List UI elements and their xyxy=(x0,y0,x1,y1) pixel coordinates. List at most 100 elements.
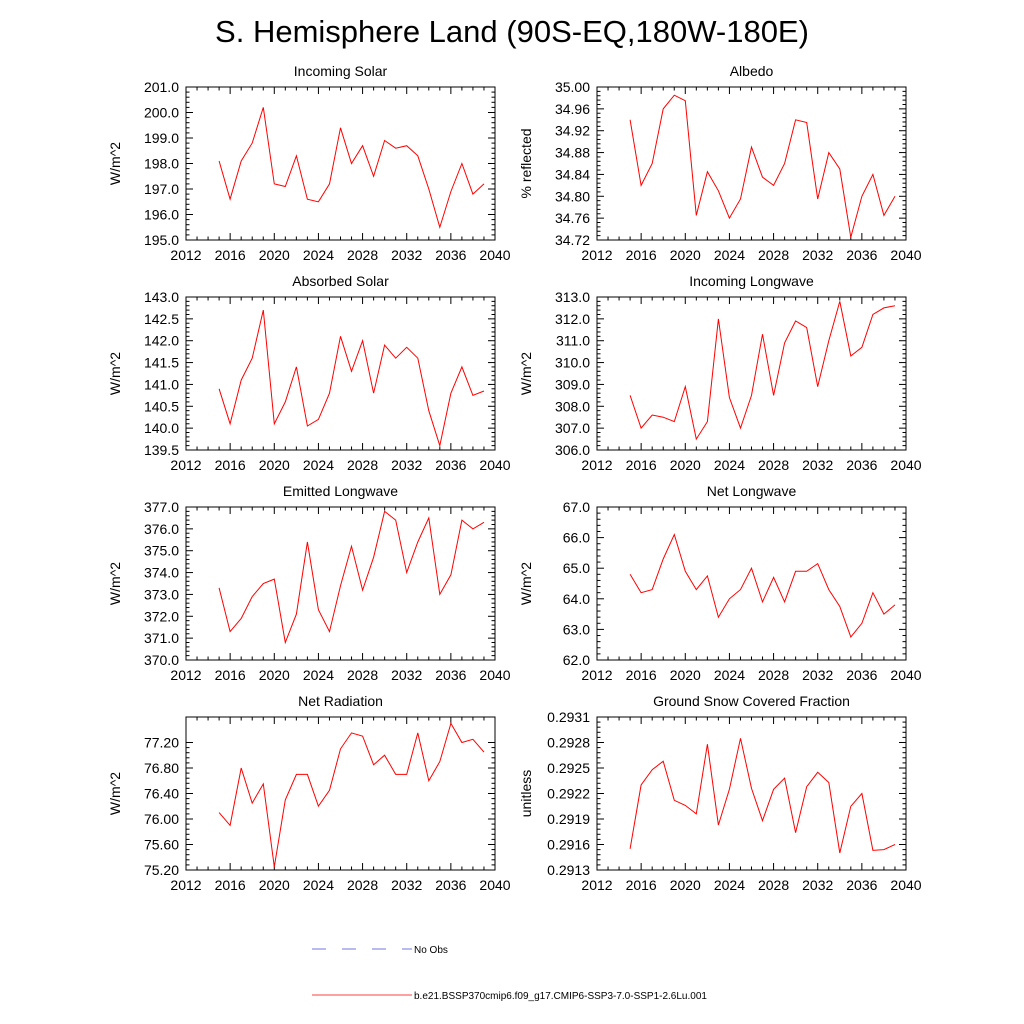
y-tick-label: 201.0 xyxy=(144,79,179,95)
x-tick-label: 2020 xyxy=(670,457,701,473)
x-tick-label: 2028 xyxy=(347,457,378,473)
y-tick-label: 142.5 xyxy=(144,311,179,327)
y-tick-label: 141.5 xyxy=(144,355,179,371)
x-tick-label: 2036 xyxy=(846,457,877,473)
series-line xyxy=(629,533,896,639)
y-tick-label: 0.2919 xyxy=(547,811,590,827)
x-tick-label: 2016 xyxy=(626,457,657,473)
y-tick-label: 140.0 xyxy=(144,420,179,436)
x-tick-label: 2012 xyxy=(581,457,612,473)
y-tick-label: 65.0 xyxy=(563,560,590,576)
series-line xyxy=(629,738,896,854)
x-tick-label: 2024 xyxy=(714,877,745,893)
y-axis-label: W/m^2 xyxy=(107,142,123,185)
x-tick-label: 2040 xyxy=(479,877,510,893)
y-tick-label: 143.0 xyxy=(144,289,179,305)
panel-1: Albedo % reflected 2012 2016 2020 2024 2028 203… xyxy=(518,63,922,263)
panel-0: Incoming Solar W/m^2 2012 2016 2020 2024 2028 2… xyxy=(107,63,511,263)
x-tick-label: 2012 xyxy=(170,667,201,683)
y-tick-label: 76.40 xyxy=(144,786,179,802)
x-tick-label: 2040 xyxy=(890,877,921,893)
panel-title: Net Radiation xyxy=(298,693,383,709)
x-tick-label: 2020 xyxy=(259,457,290,473)
page-title: S. Hemisphere Land (90S-EQ,180W-180E) xyxy=(215,14,809,49)
y-axis-label: % reflected xyxy=(518,128,534,198)
x-tick-label: 2020 xyxy=(259,667,290,683)
x-tick-label: 2024 xyxy=(303,667,334,683)
x-tick-label: 2040 xyxy=(479,457,510,473)
x-tick-label: 2040 xyxy=(479,667,510,683)
x-tick-label: 2032 xyxy=(391,877,422,893)
y-tick-label: 141.0 xyxy=(144,376,179,392)
y-axis-label: unitless xyxy=(518,770,534,817)
y-tick-label: 34.76 xyxy=(555,210,590,226)
x-tick-label: 2020 xyxy=(670,877,701,893)
x-tick-label: 2028 xyxy=(347,247,378,263)
y-tick-label: 76.00 xyxy=(144,811,179,827)
y-tick-label: 307.0 xyxy=(555,420,590,436)
x-tick-label: 2036 xyxy=(435,667,466,683)
y-tick-label: 374.0 xyxy=(144,565,179,581)
y-tick-label: 200.0 xyxy=(144,105,179,121)
y-tick-label: 312.0 xyxy=(555,311,590,327)
y-tick-label: 372.0 xyxy=(144,608,179,624)
panel-2: Absorbed Solar W/m^2 2012 2016 2020 2024 2028 2… xyxy=(107,273,511,473)
x-tick-label: 2040 xyxy=(890,457,921,473)
y-axis-label: W/m^2 xyxy=(107,562,123,605)
y-tick-label: 308.0 xyxy=(555,398,590,414)
y-tick-label: 0.2928 xyxy=(547,735,590,751)
y-tick-label: 34.96 xyxy=(555,101,590,117)
x-tick-label: 2032 xyxy=(391,247,422,263)
x-tick-label: 2036 xyxy=(435,247,466,263)
panel-title: Albedo xyxy=(730,63,774,79)
series-line xyxy=(218,107,485,230)
x-tick-label: 2024 xyxy=(714,667,745,683)
y-tick-label: 75.60 xyxy=(144,837,179,853)
panel-7: Ground Snow Covered Fraction unitless 2012… xyxy=(518,693,922,893)
x-tick-label: 2028 xyxy=(758,877,789,893)
plot-frame xyxy=(596,86,907,241)
x-tick-label: 2032 xyxy=(802,667,833,683)
x-tick-label: 2032 xyxy=(802,247,833,263)
series-line xyxy=(629,301,896,441)
y-tick-label: 76.80 xyxy=(144,760,179,776)
legend-model-label: b.e21.BSSP370cmip6.f09_g17.CMIP6-SSP3-7.… xyxy=(414,991,707,1002)
x-tick-label: 2032 xyxy=(802,457,833,473)
y-tick-label: 139.5 xyxy=(144,442,179,458)
plot-frame xyxy=(185,506,496,661)
y-axis-label: W/m^2 xyxy=(518,352,534,395)
plot-frame xyxy=(185,296,496,451)
panel-4: Emitted Longwave W/m^2 2012 2016 2020 2024 202… xyxy=(107,483,511,683)
panel-title: Incoming Solar xyxy=(294,63,388,79)
y-tick-label: 75.20 xyxy=(144,862,179,878)
panel-title: Absorbed Solar xyxy=(292,273,389,289)
panel-title: Ground Snow Covered Fraction xyxy=(653,693,850,709)
plot-frame xyxy=(596,296,907,451)
y-tick-label: 34.72 xyxy=(555,232,590,248)
x-tick-label: 2016 xyxy=(626,247,657,263)
y-tick-label: 35.00 xyxy=(555,79,590,95)
y-tick-label: 0.2925 xyxy=(547,760,590,776)
x-tick-label: 2028 xyxy=(758,247,789,263)
x-tick-label: 2020 xyxy=(259,877,290,893)
y-tick-label: 0.2913 xyxy=(547,862,590,878)
y-tick-label: 34.80 xyxy=(555,188,590,204)
panel-title: Net Longwave xyxy=(707,483,797,499)
x-tick-label: 2020 xyxy=(259,247,290,263)
legend-obs-label: No Obs xyxy=(414,945,448,956)
y-tick-label: 198.0 xyxy=(144,156,179,172)
y-tick-label: 313.0 xyxy=(555,289,590,305)
y-tick-label: 66.0 xyxy=(563,530,590,546)
y-tick-label: 64.0 xyxy=(563,591,590,607)
x-tick-label: 2028 xyxy=(758,667,789,683)
y-tick-label: 0.2916 xyxy=(547,837,590,853)
y-tick-label: 142.0 xyxy=(144,333,179,349)
series-line xyxy=(218,722,485,867)
x-tick-label: 2036 xyxy=(846,877,877,893)
x-tick-label: 2020 xyxy=(670,667,701,683)
series-line xyxy=(218,309,485,448)
y-tick-label: 377.0 xyxy=(144,499,179,515)
y-tick-label: 376.0 xyxy=(144,521,179,537)
x-tick-label: 2032 xyxy=(802,877,833,893)
